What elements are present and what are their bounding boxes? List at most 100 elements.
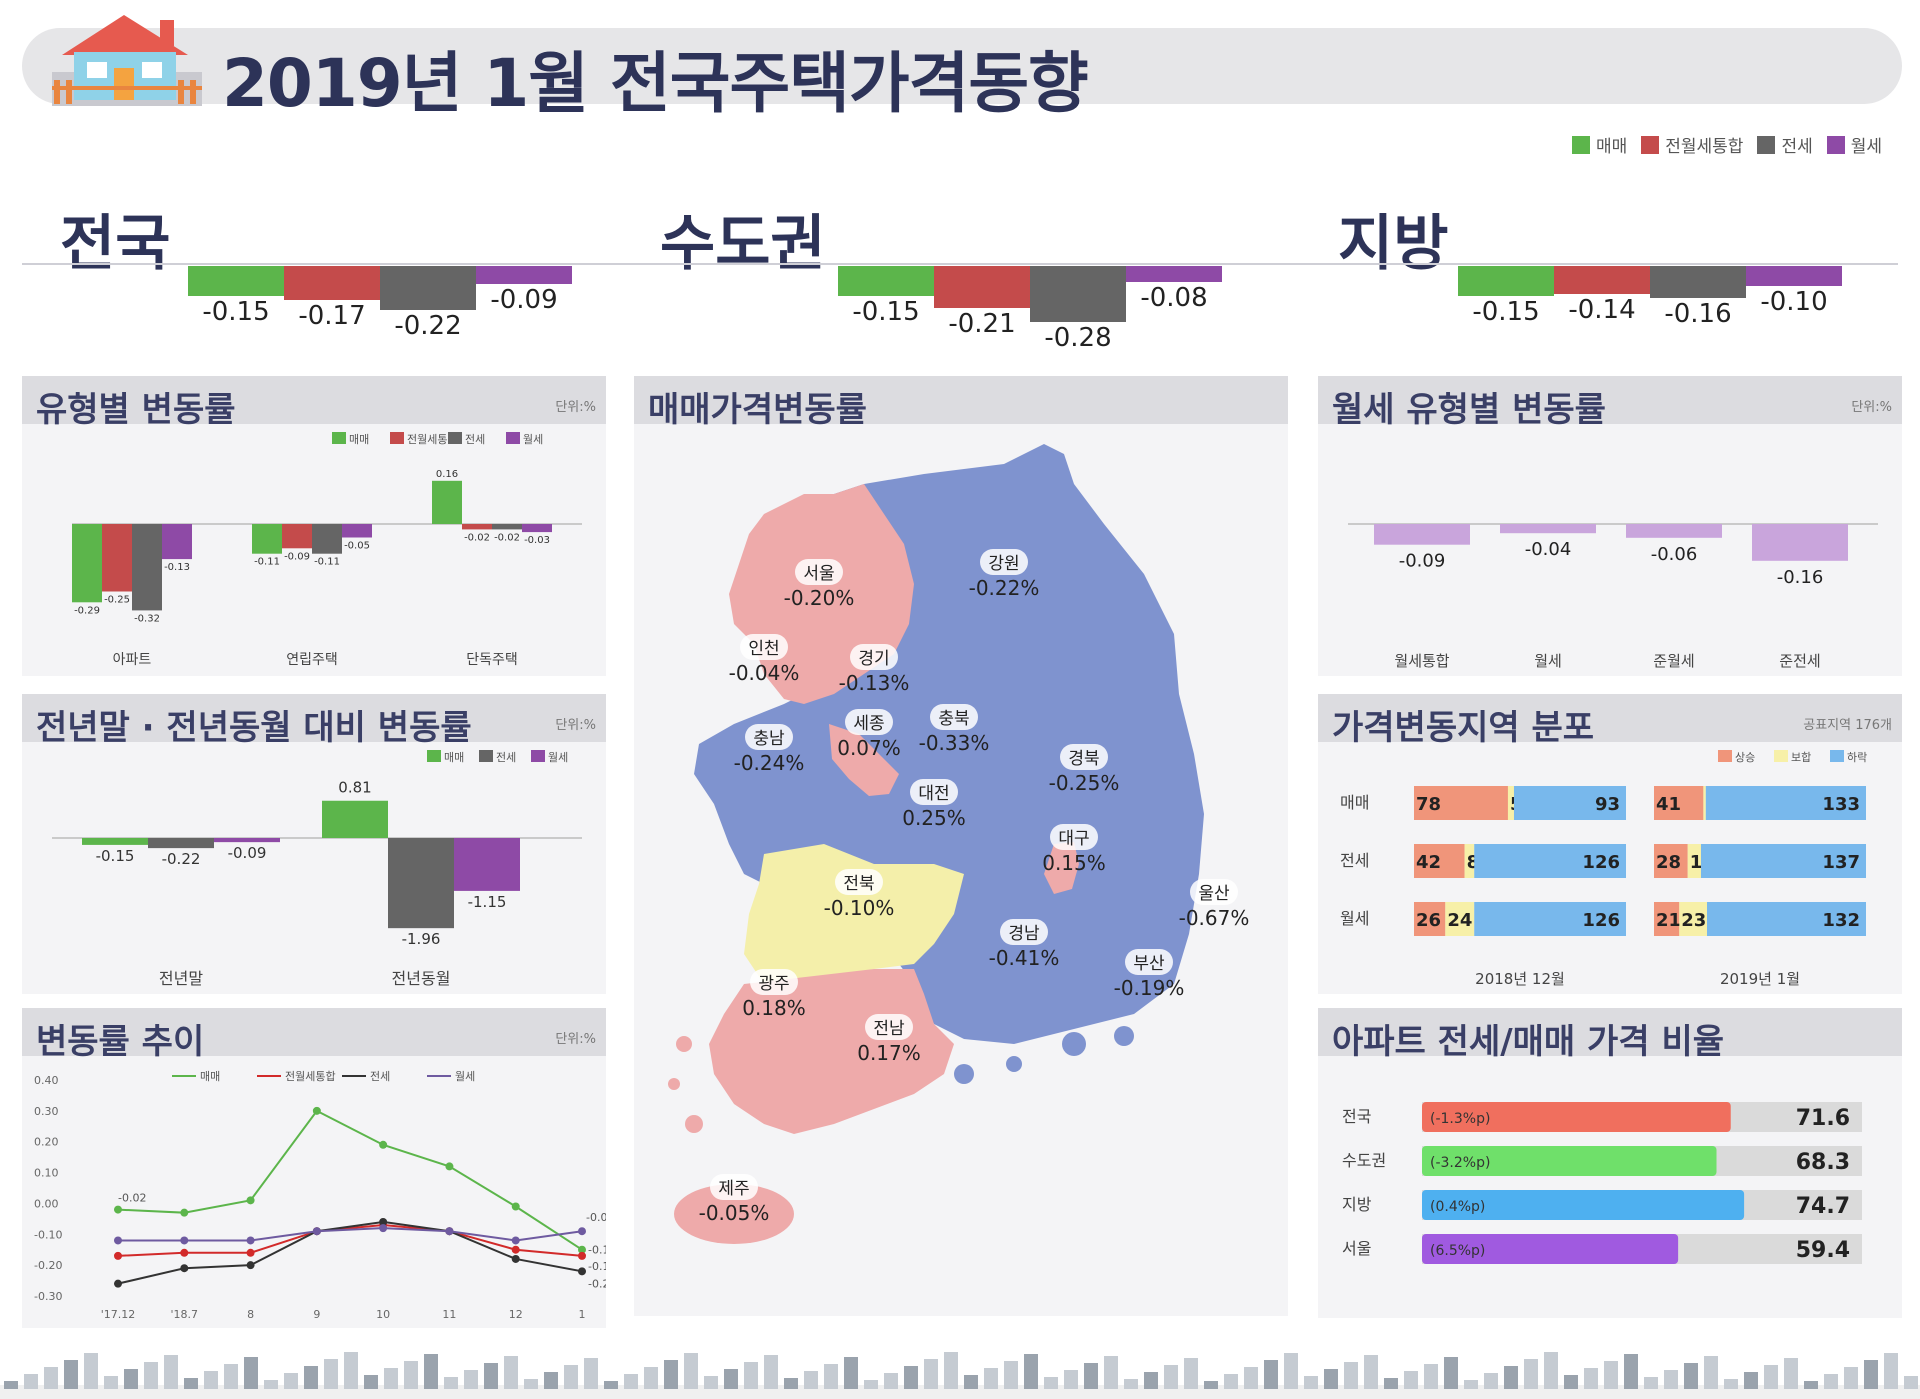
building [264,1380,278,1389]
bar-segment [1707,902,1866,936]
section-divider [22,263,1898,265]
data-label: -0.11 [254,557,280,568]
map-label-pill [845,709,893,735]
change-label: (0.4%p) [1430,1199,1485,1215]
map-region-value: 0.25% [902,806,966,830]
row-label: 매매 [1340,793,1369,812]
data-label: -0.05 [344,541,370,552]
map-island [954,1064,974,1084]
bar [162,524,192,560]
building [1304,1376,1318,1389]
building [664,1360,678,1389]
building [544,1372,558,1389]
building [1184,1358,1198,1389]
map-panel: 매매가격변동률 서울 -0.20% 인천 -0.04% 경기 -0.13% 강원 -0.22%… [634,376,1288,1316]
map-region-name: 대전 [918,784,949,804]
building [1404,1371,1418,1389]
panel-unit: 공표지역 176개 [1803,718,1892,733]
building [1544,1352,1558,1389]
map-region-value: -0.25% [1049,771,1120,795]
map-region-name: 전북 [843,874,874,894]
building [4,1381,18,1389]
building [1224,1374,1238,1389]
building [744,1362,758,1389]
building [884,1373,898,1389]
data-label: -0.03 [524,535,550,546]
panel-title: 변동률 추이 [36,1022,205,1062]
data-point [180,1236,189,1245]
map-region-value: 0.18% [742,996,806,1020]
tick-label: 0.30 [34,1105,59,1118]
row-label: 지방 [1342,1195,1372,1214]
data-label: 42 [1416,852,1441,873]
bar-segment [1654,844,1688,878]
data-label: -1.96 [402,930,441,948]
legend-label: 월세 [523,433,543,446]
data-label: 28 [1656,852,1681,873]
national-summary-chart: -0.15 -0.17 -0.22 -0.09 [188,266,572,341]
tick-label: 2018년 12월 [1475,970,1565,988]
map-island [1062,1032,1086,1056]
panel-header [22,694,606,742]
building [1624,1354,1638,1389]
building [984,1368,998,1389]
series-line [117,1224,583,1257]
map-label-pill [930,704,978,730]
tick-label: 준월세 [1653,652,1694,670]
rent-type-chart: -0.09 월세통합 -0.04 월세 -0.06 준월세 -0.16 준전세 [1348,523,1878,670]
map-label-pill [740,634,788,660]
map-island [1006,1056,1022,1072]
building [584,1358,598,1389]
data-label: -0.02 [464,532,490,543]
bar [102,524,132,592]
trend-panel: 변동률 추이 단위:% 0.40 0.30 0.20 0.10 0.00 -0.10 -0.… [22,1008,606,1328]
data-label: -0.28 [1044,323,1111,353]
building [764,1355,778,1389]
legend-item: 매매 [1571,132,1628,157]
data-point [578,1251,586,1260]
top-legend: 매매 전월세통합 전세 월세 [1571,132,1882,157]
building [1784,1358,1798,1389]
data-label: -0.06 [1651,544,1698,565]
series-line [117,1220,583,1285]
bar [934,266,1030,308]
series-line [118,1227,583,1242]
building [604,1381,618,1389]
panel-title: 유형별 변동률 [36,390,236,430]
ratio-panel: 아파트 전세/매매 가격 비율 전국 (-1.3%p) 71.6 수도권 (-3.2%p… [1318,1008,1902,1318]
data-label: 26 [1416,910,1441,931]
building [1164,1365,1178,1389]
building [1244,1367,1258,1389]
map-region-name: 경남 [1008,924,1040,944]
legend-swatch [1571,135,1590,154]
building [1464,1380,1478,1389]
legend-label: 매매 [1595,137,1628,157]
bar [1458,266,1554,296]
distribution-panel: 가격변동지역 분포 공표지역 176개 상승보합하락매매78593412133전… [1318,694,1902,994]
data-label: -0.14 [1568,295,1635,325]
type-change-panel: 유형별 변동률 단위:% 매매 전월세통합 전세 월세 -0.29 -0.25 -0.32 -… [22,376,606,676]
building [104,1376,118,1389]
map-label-pill [850,644,898,670]
tick-label: 10 [376,1308,390,1321]
tick-label: -0.20 [34,1259,62,1272]
data-point [180,1208,189,1217]
region-label-national: 전국 [60,209,171,279]
building [864,1380,878,1389]
tick-label: 8 [247,1308,254,1321]
legend-item: 전세 [1757,132,1813,157]
building [84,1353,98,1389]
panel-unit: 단위:% [555,400,596,415]
building [924,1359,938,1389]
row-label: 서울 [1342,1239,1371,1258]
building [1284,1353,1298,1389]
legend-label: 전세 [1781,137,1813,157]
building [804,1371,818,1389]
data-point [578,1227,586,1236]
data-label: -0.17 [298,301,365,331]
data-point [180,1248,189,1257]
data-label: -0.22 [394,311,461,341]
map-region-value: -0.13% [839,671,910,695]
legend-label: 매매 [444,751,464,764]
bar [322,800,388,838]
